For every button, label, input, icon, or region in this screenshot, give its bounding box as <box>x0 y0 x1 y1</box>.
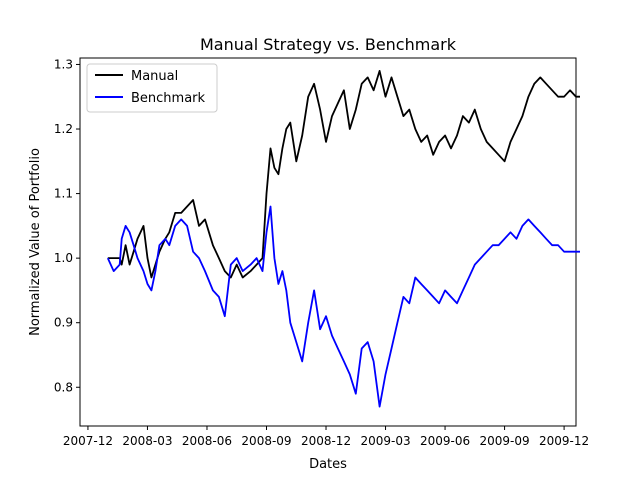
x-tick-label: 2007-12 <box>63 434 113 448</box>
x-axis: 2007-12 2008-03 2008-06 2008-09 2008-12 2009-… <box>63 426 589 448</box>
y-tick-label: 0.8 <box>54 380 73 394</box>
series-line-benchmark <box>106 205 580 408</box>
x-tick-label: 2009-06 <box>420 434 470 448</box>
x-tick-label: 2009-09 <box>480 434 530 448</box>
x-tick-label: 2008-03 <box>122 434 172 448</box>
x-tick-label: 2008-09 <box>241 434 291 448</box>
y-tick-label: 1.0 <box>54 251 73 265</box>
legend: Manual Benchmark <box>86 63 218 113</box>
y-axis: 0.8 0.9 1.0 1.1 1.2 1.3 <box>54 57 80 394</box>
x-tick-label: 2009-12 <box>539 434 589 448</box>
legend-label-benchmark: Benchmark <box>131 91 206 106</box>
x-tick-label: 2008-12 <box>301 434 351 448</box>
chart-title: Manual Strategy vs. Benchmark <box>200 35 457 54</box>
y-tick-label: 1.3 <box>54 57 73 71</box>
y-tick-label: 0.9 <box>54 316 73 330</box>
y-axis-label: Normalized Value of Portfolio <box>28 148 43 336</box>
legend-label-manual: Manual <box>131 69 178 84</box>
series-layer <box>106 70 580 408</box>
plot-area: 2007-12 2008-03 2008-06 2008-09 2008-12 2009-… <box>54 57 589 448</box>
x-tick-label: 2009-03 <box>360 434 410 448</box>
x-axis-label: Dates <box>309 457 347 472</box>
series-line-manual <box>107 70 580 279</box>
x-tick-label: 2008-06 <box>182 434 232 448</box>
y-tick-label: 1.1 <box>54 187 73 201</box>
y-tick-label: 1.2 <box>54 122 73 136</box>
